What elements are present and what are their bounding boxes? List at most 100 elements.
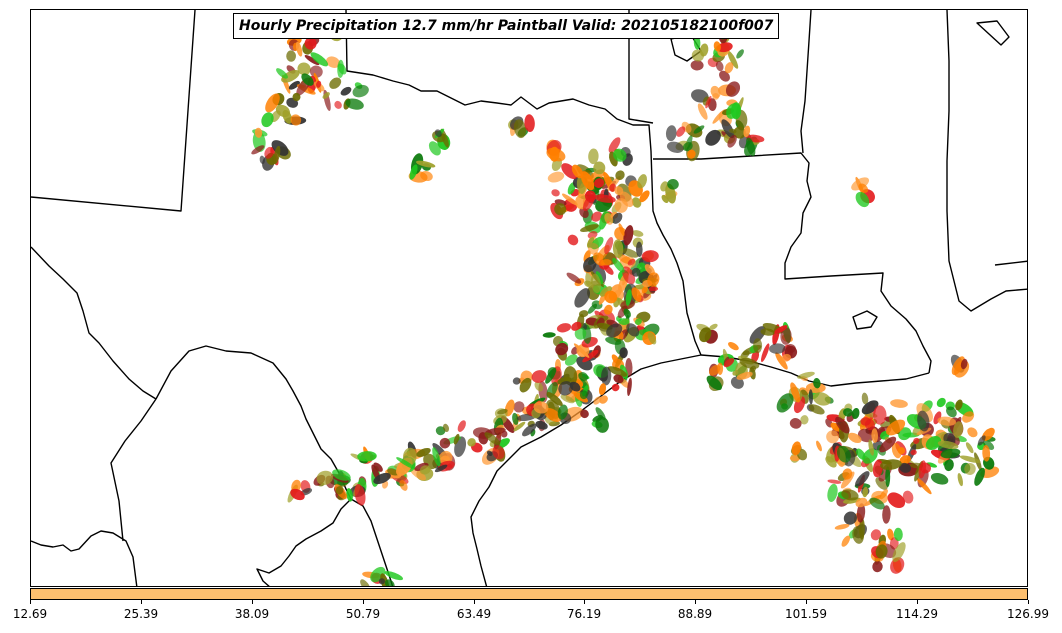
precip-blob [631, 197, 642, 208]
colorbar-tick [363, 600, 364, 604]
precip-blob [304, 37, 317, 50]
precip-blob [290, 488, 305, 501]
precip-blob [522, 423, 537, 437]
precip-blob [310, 52, 329, 67]
precip-blob [716, 42, 733, 53]
precip-blob [396, 457, 415, 469]
precip-blob [855, 471, 870, 487]
precip-blob [631, 287, 642, 302]
boundary-line [350, 498, 394, 586]
precip-blob [891, 442, 902, 459]
precip-blob [545, 367, 557, 384]
precip-blob [870, 529, 882, 541]
precip-blob [760, 328, 775, 336]
precip-blob [791, 441, 802, 456]
colorbar-tick-label: 101.59 [785, 607, 827, 621]
precip-blob [595, 271, 604, 285]
precip-blob [593, 161, 606, 175]
precip-blob [599, 395, 608, 404]
precip-blob [937, 416, 957, 426]
precip-blob [604, 290, 618, 304]
precip-blob [613, 148, 627, 162]
precip-blob [492, 445, 505, 460]
precip-blob [316, 470, 334, 486]
precip-blob [571, 321, 582, 331]
precip-blob [373, 462, 383, 472]
precip-blob [917, 410, 930, 432]
precip-blob [879, 436, 897, 453]
colorbar-tick-label: 114.29 [896, 607, 938, 621]
precip-blob [611, 383, 620, 392]
precip-blob [855, 191, 870, 208]
precip-blob [432, 447, 441, 467]
precip-blob [297, 62, 311, 76]
precip-blob [542, 332, 556, 338]
precip-blob [337, 59, 345, 78]
precip-blob [360, 579, 371, 586]
precip-blob [827, 483, 838, 502]
precip-blob [880, 459, 902, 470]
precip-blob [856, 448, 866, 460]
precip-blob [691, 49, 705, 62]
precip-blob [709, 364, 721, 376]
precip-blob [666, 141, 684, 153]
precip-blob [625, 289, 632, 306]
precip-blob [848, 432, 862, 444]
precip-blob [746, 137, 756, 157]
precip-blob [925, 436, 942, 450]
precip-blob [453, 433, 460, 445]
precip-blob [567, 182, 576, 195]
boundary-line [110, 398, 157, 542]
precip-blob [635, 318, 642, 326]
precip-blob [264, 146, 274, 159]
precip-blob [384, 571, 404, 581]
precip-blob [378, 578, 385, 585]
precip-blob [797, 371, 815, 379]
precip-blob [535, 420, 548, 430]
precip-blob [414, 462, 429, 471]
precip-blob [563, 366, 578, 386]
precip-blob [512, 412, 519, 425]
precip-blob [571, 164, 584, 179]
precip-blob [558, 381, 574, 396]
precip-blob [618, 318, 630, 326]
precip-blob [582, 349, 599, 363]
colorbar-tick [917, 600, 918, 604]
precip-blob [619, 347, 628, 359]
colorbar-tick [806, 600, 807, 604]
precip-blob [606, 323, 623, 338]
precip-blob [580, 171, 595, 191]
precip-blob [609, 183, 616, 192]
precip-blob [826, 430, 840, 444]
precip-blob [416, 160, 436, 168]
precip-blob [808, 404, 825, 415]
precip-blob [776, 393, 794, 413]
boundary-line [345, 10, 702, 356]
precip-blob [273, 145, 281, 165]
precip-blob [962, 411, 975, 423]
precip-blob [869, 497, 885, 510]
precip-blob [555, 342, 569, 356]
precip-blob [635, 241, 643, 257]
precip-blob [736, 371, 753, 380]
precip-blob [660, 181, 669, 192]
precip-blob [861, 392, 869, 405]
precip-blob [644, 264, 655, 275]
precip-blob [591, 211, 602, 222]
precip-blob [736, 49, 744, 59]
precip-blob [892, 542, 906, 563]
precip-blob [419, 465, 431, 475]
colorbar-tick [141, 600, 142, 604]
boundary-line [946, 10, 1027, 312]
precip-blob [977, 435, 986, 446]
precip-blob [733, 126, 746, 139]
precip-blob [842, 468, 853, 480]
precip-blob [706, 375, 722, 391]
precip-blob [580, 409, 589, 419]
precip-blob [373, 472, 391, 485]
precip-blob [728, 341, 739, 351]
precip-blob [761, 343, 770, 362]
precip-blob [852, 526, 864, 544]
boundary-line [852, 310, 878, 330]
precip-blob [574, 288, 591, 308]
